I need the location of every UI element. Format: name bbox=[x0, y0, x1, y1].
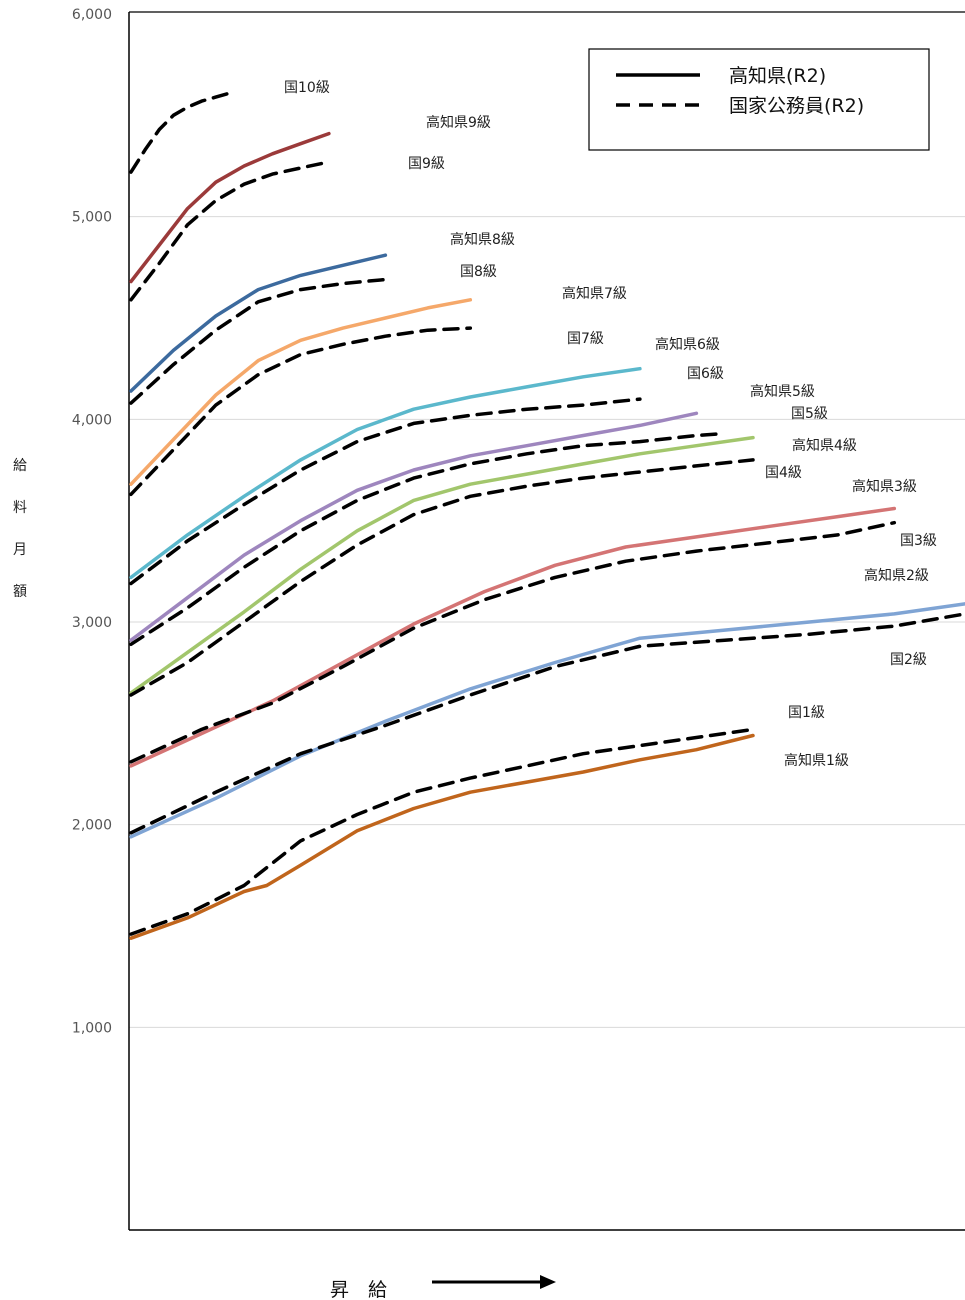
x-axis-title: 昇 給 bbox=[330, 1275, 556, 1300]
series-label: 高知県6級 bbox=[655, 336, 720, 353]
series-line bbox=[129, 326, 473, 497]
series-line bbox=[129, 277, 388, 405]
series-label: 国3級 bbox=[900, 533, 937, 549]
series-label: 国8級 bbox=[460, 264, 497, 280]
series-label: 高知県4級 bbox=[792, 437, 857, 454]
series-line bbox=[129, 160, 331, 302]
y-tick-label: 3,000 bbox=[72, 615, 112, 631]
series-line bbox=[129, 397, 642, 586]
series-label: 国1級 bbox=[788, 705, 825, 721]
y-axis-title: 給 料 月 額 bbox=[13, 458, 27, 600]
ylabel-char-2: 料 bbox=[13, 500, 27, 516]
series-label: 国5級 bbox=[791, 406, 828, 422]
series-label: 高知県5級 bbox=[750, 383, 815, 400]
series-line bbox=[129, 520, 897, 764]
series-line bbox=[129, 435, 755, 695]
series-line bbox=[129, 431, 727, 647]
series-line bbox=[129, 253, 388, 393]
series-line bbox=[129, 298, 473, 486]
axes bbox=[128, 11, 965, 1231]
series-label: 高知県7級 bbox=[562, 285, 627, 302]
series-line bbox=[129, 602, 965, 839]
series-label: 高知県3級 bbox=[852, 478, 917, 495]
y-tick-label: 5,000 bbox=[72, 210, 112, 226]
series-line bbox=[129, 131, 331, 284]
legend-box bbox=[588, 48, 930, 151]
y-tick-label: 1,000 bbox=[72, 1020, 112, 1036]
series-line bbox=[129, 366, 642, 580]
series-line bbox=[129, 727, 755, 936]
series-line bbox=[129, 612, 965, 835]
series-label: 高知県8級 bbox=[450, 231, 515, 248]
legend-solid-label: 高知県(R2) bbox=[729, 65, 826, 87]
series-label: 国9級 bbox=[408, 156, 445, 172]
y-tick-label: 4,000 bbox=[72, 412, 112, 428]
series-line bbox=[129, 91, 232, 174]
series-label: 高知県1級 bbox=[784, 752, 849, 769]
series-label: 国10級 bbox=[284, 80, 330, 96]
legend-dashed-label: 国家公務員(R2) bbox=[729, 95, 864, 117]
series-line bbox=[129, 411, 699, 642]
xlabel-char-1: 昇 bbox=[330, 1279, 349, 1300]
ylabel-char-1: 給 bbox=[13, 458, 27, 474]
series-label: 国4級 bbox=[765, 465, 802, 481]
x-axis-arrow-icon bbox=[540, 1275, 556, 1289]
series-label: 国7級 bbox=[567, 331, 604, 347]
series-label: 高知県2級 bbox=[864, 567, 929, 584]
series-line bbox=[129, 506, 897, 768]
series-label: 高知県9級 bbox=[426, 114, 491, 131]
series-label: 国2級 bbox=[890, 652, 927, 668]
series-lines bbox=[129, 91, 965, 940]
legend: 高知県(R2) 国家公務員(R2) bbox=[588, 48, 930, 151]
series-line bbox=[129, 458, 755, 697]
y-tick-label: 6,000 bbox=[72, 7, 112, 23]
y-tick-labels: 1,000 2,000 3,000 4,000 5,000 6,000 bbox=[72, 7, 112, 1036]
xlabel-char-2: 給 bbox=[368, 1279, 387, 1300]
ylabel-char-3: 月 bbox=[13, 542, 27, 558]
series-label: 国6級 bbox=[687, 366, 724, 382]
ylabel-char-4: 額 bbox=[13, 584, 27, 600]
series-line bbox=[129, 733, 755, 940]
y-tick-label: 2,000 bbox=[72, 818, 112, 834]
gridlines bbox=[129, 216, 965, 1028]
